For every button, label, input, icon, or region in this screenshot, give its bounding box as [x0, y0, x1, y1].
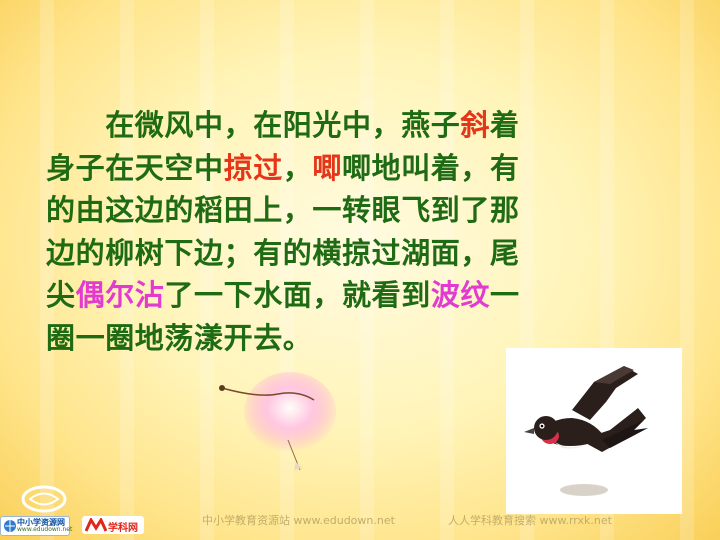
text-segment: 身子在天空中 — [46, 150, 224, 185]
text-segment: 唧地叫着，有 — [342, 150, 520, 185]
globe-icon — [4, 520, 16, 532]
background-stripe — [440, 0, 454, 540]
background-stripe — [680, 0, 694, 540]
story-paragraph: 在微风中，在阳光中，燕子斜着 身子在天空中掠过，唧唧地叫着，有 的由这边的稻田上… — [46, 104, 626, 359]
site-logo-icon — [21, 485, 67, 513]
paragraph-line-3: 的由这边的稻田上，一转眼飞到了那 — [46, 189, 626, 232]
badge-title: 学科网 — [108, 523, 138, 534]
badge-title: 中小学资源网 — [17, 518, 65, 527]
text-segment: 着 — [490, 108, 520, 142]
highlight-word: 掠过 — [223, 150, 283, 185]
background-stripe — [360, 0, 374, 540]
pink-flower-ornament — [219, 372, 336, 471]
text-segment: 边的柳树下边；有的横掠过湖面，尾 — [46, 235, 520, 270]
text-segment: 在微风中，在阳光中，燕子 — [105, 108, 461, 142]
highlight-word: 唧 — [312, 150, 343, 185]
text-segment: 一 — [490, 278, 520, 312]
footer-site-link-1[interactable]: 中小学教育资源站 www.edudown.net — [202, 514, 395, 527]
swallow-icon — [524, 366, 648, 496]
background-stripe — [40, 0, 54, 540]
badge-subtitle: www.edudown.net — [17, 526, 73, 533]
background-stripe — [200, 0, 214, 540]
swallow-illustration — [506, 348, 682, 514]
edudown-badge[interactable]: 中小学资源网 www.edudown.net — [0, 516, 73, 536]
paragraph-line-4: 边的柳树下边；有的横掠过湖面，尾 — [46, 232, 626, 275]
highlight-word: 偶尔沾 — [75, 278, 165, 312]
paragraph-line-5: 尖偶尔沾了一下水面，就看到波纹一 — [46, 274, 626, 317]
paragraph-line-6: 圈一圈地荡漾开去。 — [46, 317, 626, 360]
text-segment: 的由这边的稻田上，一转眼飞到了那 — [46, 193, 520, 227]
text-segment: ， — [282, 150, 313, 185]
text-segment: 尖 — [46, 278, 76, 312]
highlight-word: 斜 — [460, 108, 491, 142]
paragraph-line-1: 在微风中，在阳光中，燕子斜着 — [46, 104, 626, 147]
footer-site-link-2[interactable]: 人人学科教育搜索 www.rrxk.net — [448, 514, 612, 527]
xuekewang-badge[interactable]: 学科网 — [82, 516, 144, 534]
footer: 中小学教育资源站 www.edudown.net 人人学科教育搜索 www.rr… — [0, 500, 720, 540]
background-stripe — [120, 0, 134, 540]
xuekewang-logo-icon — [85, 518, 107, 532]
highlight-word: 波纹 — [430, 278, 491, 312]
text-segment: 圈一圈地荡漾开去。 — [46, 320, 313, 355]
paragraph-line-2: 身子在天空中掠过，唧唧地叫着，有 — [46, 147, 626, 190]
text-segment: 了一下水面，就看到 — [164, 278, 431, 312]
